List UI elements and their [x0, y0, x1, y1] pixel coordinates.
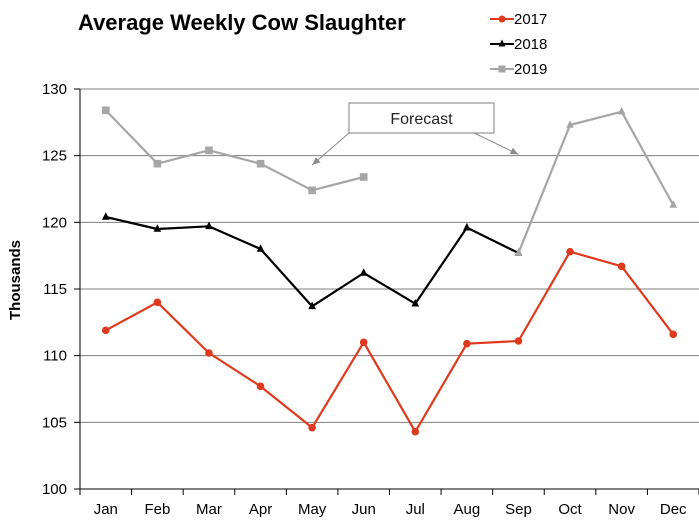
series-line: [517, 110, 675, 254]
data-point: [463, 222, 471, 231]
data-point: [463, 339, 471, 348]
data-point: [359, 338, 368, 347]
y-axis-ticks: 100 105 110 115 120 125 130: [42, 81, 80, 498]
annotation-arrowhead: [509, 147, 519, 155]
data-point: [308, 301, 316, 310]
series-0: [101, 247, 678, 436]
data-point: [101, 212, 110, 220]
y-tick-label: 130: [42, 81, 67, 98]
data-point: [308, 423, 316, 432]
data-point: [153, 224, 162, 232]
x-tick-label: Aug: [454, 501, 481, 518]
legend-item-2018: 2018: [490, 36, 547, 53]
data-point: [669, 330, 678, 339]
legend-label: 2017: [514, 11, 547, 28]
annotation-text: Forecast: [390, 111, 453, 128]
legend: 2017 2018 2019: [490, 11, 547, 78]
data-point: [359, 268, 368, 276]
y-tick-label: 120: [42, 214, 67, 231]
series-line: [105, 109, 364, 192]
data-point: [359, 173, 368, 181]
series-line: [105, 250, 675, 433]
y-tick-label: 105: [42, 414, 67, 431]
x-tick-label: Jun: [352, 501, 376, 518]
y-tick-label: 125: [42, 148, 67, 165]
x-tick-label: Sep: [505, 501, 532, 518]
annotation-arrow: [473, 132, 519, 155]
data-point: [617, 106, 626, 115]
chart-title: Average Weekly Cow Slaughter: [78, 10, 406, 35]
legend-item-2017: 2017: [490, 11, 547, 28]
series-layer: [101, 106, 678, 436]
x-tick-label: Oct: [558, 501, 582, 518]
y-tick-label: 110: [43, 348, 67, 365]
grid: [80, 88, 699, 490]
y-tick-label: 100: [42, 481, 67, 498]
legend-label: 2018: [514, 36, 547, 53]
x-tick-label: Apr: [249, 501, 272, 518]
data-point: [514, 337, 523, 345]
annotation-box: [348, 102, 495, 134]
data-point: [101, 326, 110, 335]
x-axis-ticks: Jan Feb Mar Apr May Jun Jul Aug Sep Oct Nov Dec: [79, 489, 699, 518]
data-point: [205, 349, 213, 357]
data-point: [617, 262, 626, 271]
data-point: [566, 247, 574, 256]
data-point: [669, 200, 678, 208]
x-tick-label: Dec: [660, 501, 687, 518]
series-3: [514, 106, 678, 256]
data-point: [256, 244, 265, 252]
legend-item-2019: 2019: [490, 61, 547, 78]
data-point: [498, 15, 506, 23]
data-point: [566, 120, 574, 128]
data-point: [498, 39, 506, 47]
data-point: [411, 298, 420, 307]
x-tick-label: Jan: [94, 501, 118, 518]
x-tick-label: Feb: [144, 501, 170, 518]
data-point: [308, 186, 316, 195]
series-2: [101, 106, 368, 195]
data-point: [256, 382, 265, 391]
data-point: [256, 159, 265, 168]
x-tick-label: Nov: [608, 501, 635, 518]
x-tick-label: Mar: [196, 501, 222, 518]
annotation-layer: Forecast: [311, 102, 519, 166]
annotation-arrowhead: [312, 157, 321, 165]
data-point: [498, 65, 506, 73]
x-tick-label: May: [298, 501, 327, 518]
data-point: [101, 106, 110, 115]
data-point: [411, 427, 420, 436]
y-axis-label: Thousands: [7, 240, 24, 320]
annotation-arrow: [311, 132, 350, 166]
data-point: [514, 248, 523, 256]
y-tick-label: 115: [43, 281, 67, 298]
series-1: [101, 212, 523, 310]
data-point: [205, 146, 213, 155]
data-point: [205, 221, 213, 230]
data-point: [153, 298, 162, 307]
x-tick-label: Jul: [406, 501, 425, 518]
legend-label: 2019: [514, 61, 547, 78]
data-point: [153, 159, 162, 168]
